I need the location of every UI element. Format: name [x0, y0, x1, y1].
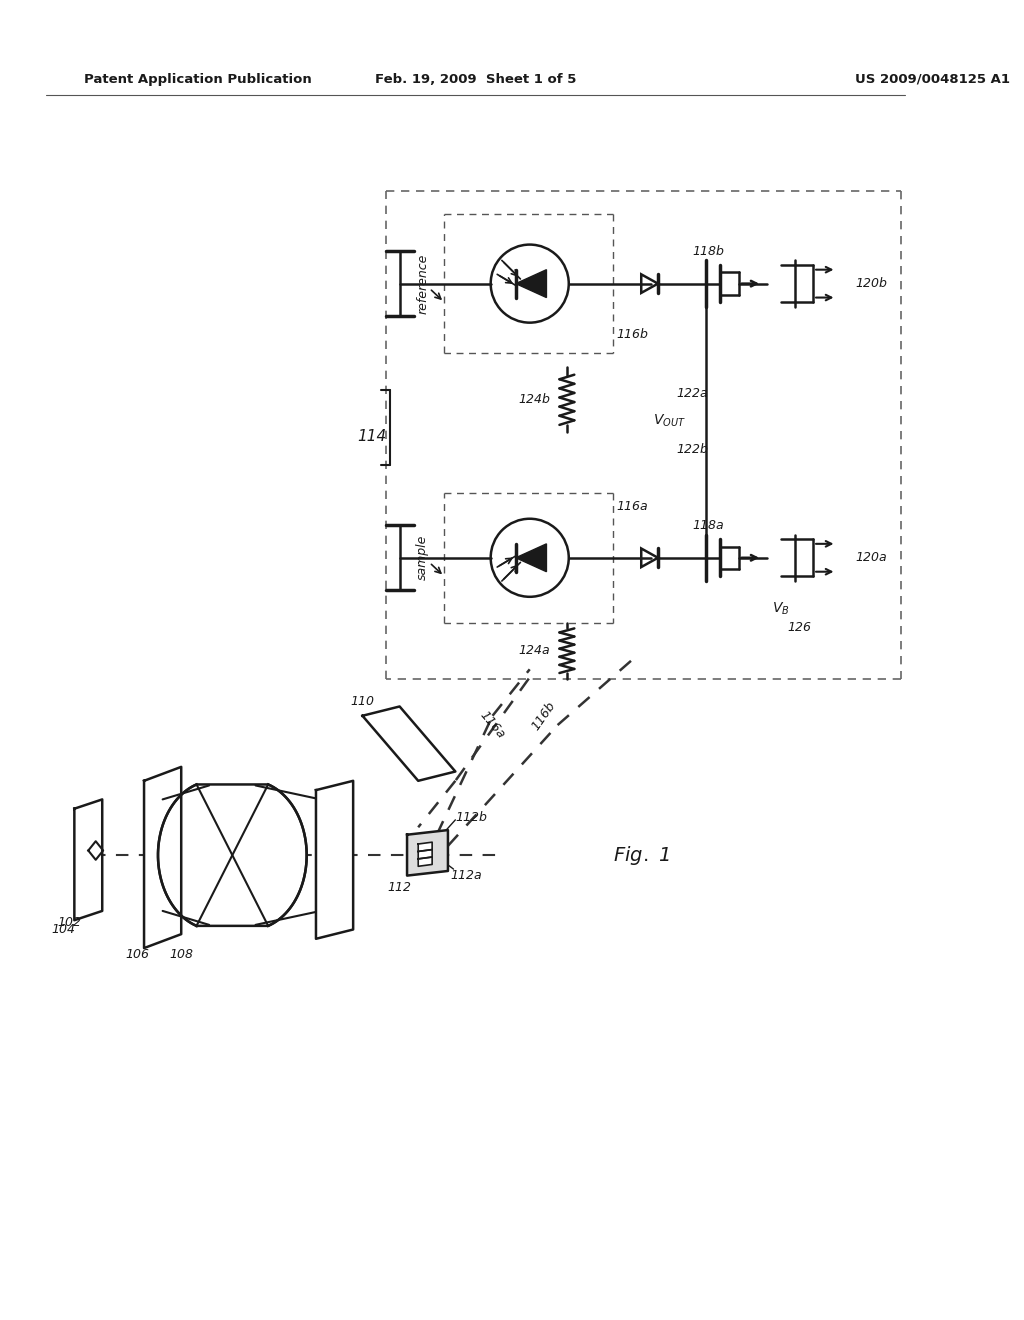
Text: 114: 114 — [357, 429, 386, 445]
Polygon shape — [362, 706, 456, 781]
Text: 104: 104 — [51, 923, 75, 936]
Text: sample: sample — [417, 535, 429, 581]
Text: 124b: 124b — [518, 393, 550, 407]
Text: $V_{OUT}$: $V_{OUT}$ — [652, 413, 685, 429]
Text: $V_B$: $V_B$ — [772, 601, 790, 616]
Text: 110: 110 — [350, 696, 375, 709]
Text: 116a: 116a — [616, 500, 648, 513]
Text: 126: 126 — [787, 620, 811, 634]
Text: 112b: 112b — [456, 812, 487, 825]
Text: 108: 108 — [169, 948, 194, 961]
Text: 120a: 120a — [855, 552, 887, 564]
Text: 112: 112 — [388, 882, 412, 894]
Text: 102: 102 — [57, 916, 82, 928]
Text: reference: reference — [417, 253, 429, 314]
Polygon shape — [158, 784, 306, 925]
Text: 118b: 118b — [692, 244, 724, 257]
Polygon shape — [144, 767, 181, 948]
Polygon shape — [316, 781, 353, 939]
Polygon shape — [418, 850, 432, 859]
Text: Patent Application Publication: Patent Application Publication — [84, 73, 311, 86]
Polygon shape — [418, 857, 432, 866]
Text: $Fig.$ 1: $Fig.$ 1 — [613, 843, 670, 867]
Polygon shape — [75, 800, 102, 920]
Polygon shape — [408, 830, 447, 875]
Text: 112a: 112a — [451, 869, 482, 882]
Polygon shape — [516, 269, 547, 297]
Text: 122a: 122a — [677, 387, 709, 400]
Text: US 2009/0048125 A1: US 2009/0048125 A1 — [855, 73, 1010, 86]
Text: 116b: 116b — [529, 700, 558, 733]
Text: 124a: 124a — [518, 644, 550, 657]
Text: Feb. 19, 2009  Sheet 1 of 5: Feb. 19, 2009 Sheet 1 of 5 — [375, 73, 577, 86]
Text: 118a: 118a — [692, 519, 724, 532]
Text: 116b: 116b — [616, 329, 648, 342]
Text: 116a: 116a — [477, 709, 508, 742]
Polygon shape — [418, 842, 432, 851]
Text: 122b: 122b — [677, 442, 709, 455]
Polygon shape — [516, 544, 547, 572]
Text: 106: 106 — [126, 948, 150, 961]
Text: 120b: 120b — [855, 277, 887, 290]
